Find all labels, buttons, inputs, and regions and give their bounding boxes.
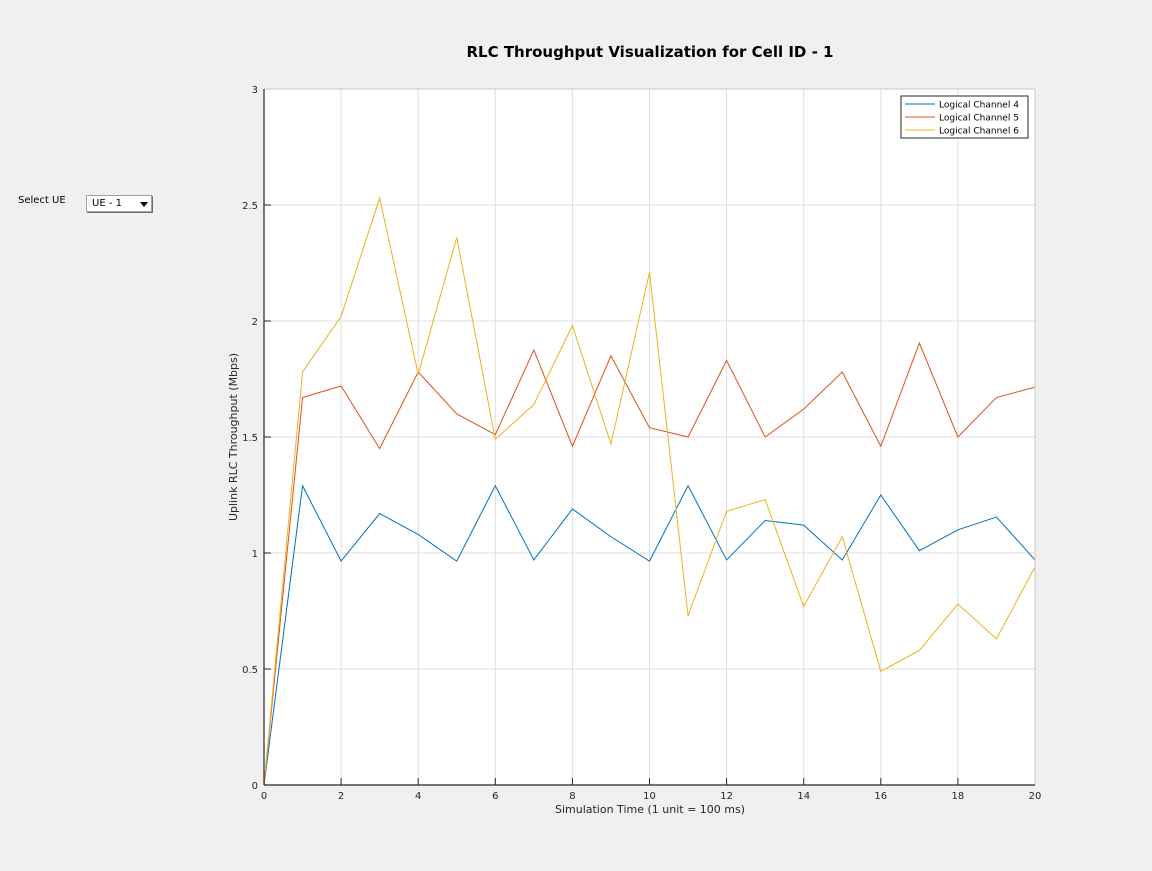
series-line-channel-6: [263, 196, 1036, 786]
y-tick-label: 3: [252, 85, 258, 96]
x-tick-label: 16: [874, 791, 887, 802]
y-tick-label: 2.5: [242, 201, 258, 212]
series-line-channel-4: [263, 484, 1036, 786]
x-tick-label: 10: [643, 791, 656, 802]
y-tick-label: 2: [252, 317, 258, 328]
x-tick-label: 20: [1029, 791, 1042, 802]
x-tick-label: 4: [415, 791, 421, 802]
chevron-down-icon: [140, 202, 148, 207]
series-line-channel-5: [263, 341, 1036, 786]
x-tick-label: 0: [261, 791, 267, 802]
y-tick-label: 1: [252, 549, 258, 560]
x-tick-label: 12: [720, 791, 733, 802]
y-axis-label: Uplink RLC Throughput (Mbps): [227, 353, 240, 521]
ue-dropdown-value: UE - 1: [92, 198, 122, 209]
y-tick-label: 0: [252, 781, 258, 792]
x-tick-label: 8: [569, 791, 575, 802]
select-ue-label: Select UE: [18, 195, 66, 206]
x-tick-label: 18: [952, 791, 965, 802]
y-tick-label: 0.5: [242, 665, 258, 676]
legend-entry: Logical Channel 6: [939, 127, 1019, 137]
ue-dropdown[interactable]: UE - 1: [86, 195, 152, 212]
x-tick-label: 6: [492, 791, 498, 802]
legend-entry: Logical Channel 5: [939, 114, 1019, 124]
y-tick-label: 1.5: [242, 433, 258, 444]
x-axis-label: Simulation Time (1 unit = 100 ms): [555, 803, 745, 816]
legend-entry: Logical Channel 4: [939, 101, 1019, 111]
chart-title: RLC Throughput Visualization for Cell ID…: [466, 43, 833, 61]
x-tick-label: 2: [338, 791, 344, 802]
legend: Logical Channel 4 Logical Channel 5 Logica…: [900, 95, 1029, 139]
x-tick-label: 14: [797, 791, 810, 802]
